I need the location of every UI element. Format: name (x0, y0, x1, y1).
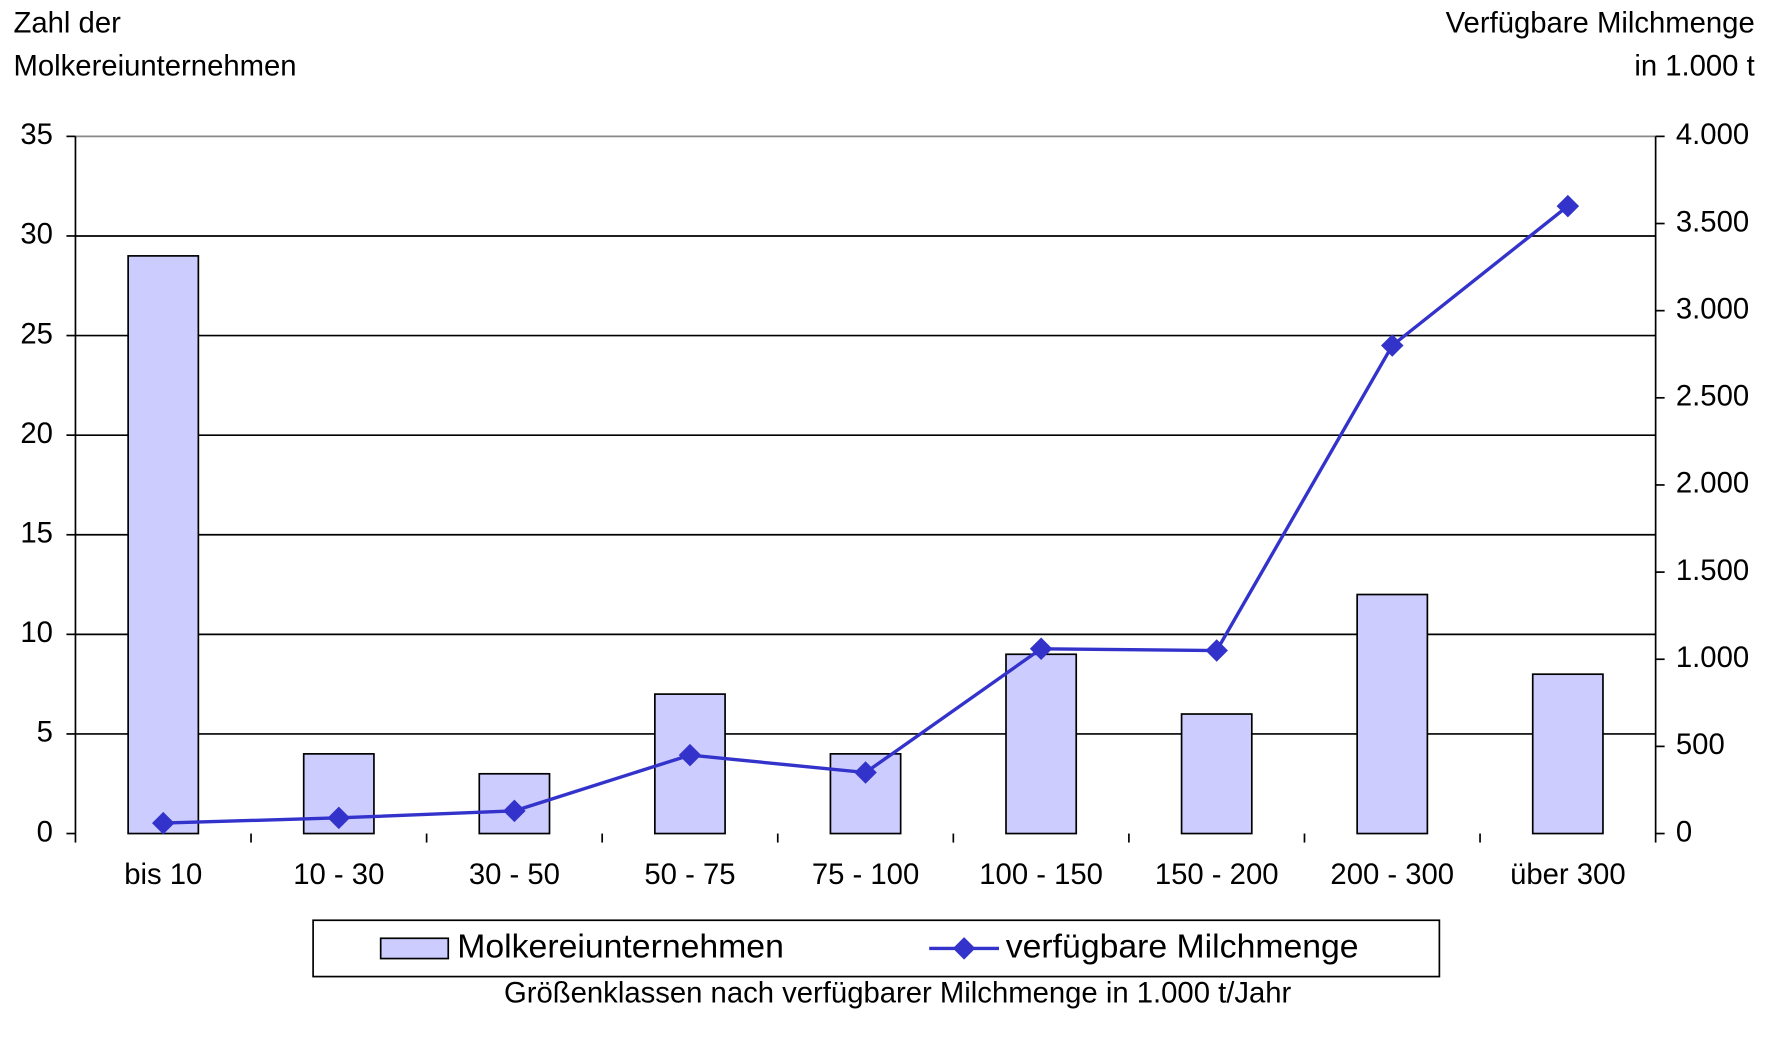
y-tick-label: 10 (20, 616, 53, 649)
bar (1531, 673, 1604, 835)
x-tick-label: 200 - 300 (1330, 858, 1454, 891)
y2-tick-label: 2.000 (1676, 467, 1749, 500)
x-tick-label: 10 - 30 (293, 858, 384, 891)
x-tick-label: 30 - 50 (469, 858, 560, 891)
legend-label: Molkereiunternehmen (457, 927, 784, 965)
bar (1180, 713, 1253, 835)
bar (1005, 653, 1078, 835)
bar (1356, 593, 1429, 835)
x-tick-label: 75 - 100 (812, 858, 919, 891)
x-tick-label: 100 - 150 (979, 858, 1103, 891)
y2-tick-label: 3.000 (1676, 292, 1749, 325)
y2-tick-label: 0 (1676, 815, 1692, 848)
y2-tick-label: 1.500 (1676, 554, 1749, 587)
marker (1205, 639, 1228, 662)
y-tick-label: 5 (37, 716, 53, 749)
y-tick-label: 20 (20, 417, 53, 450)
y2-axis-title: Verfügbare Milchmenge (1446, 7, 1755, 40)
legend-box (312, 919, 1441, 978)
y-axis-title: Molkereiunternehmen (14, 49, 297, 82)
x-tick-label: über 300 (1510, 858, 1626, 891)
y2-tick-label: 4.000 (1676, 118, 1749, 151)
legend-swatch (379, 937, 450, 960)
y2-tick-label: 2.500 (1676, 380, 1749, 413)
y-tick-label: 35 (20, 118, 53, 151)
bar (127, 255, 200, 835)
x-tick-label: 50 - 75 (644, 858, 735, 891)
y-tick-label: 25 (20, 317, 53, 350)
marker (1381, 334, 1404, 357)
marker (1556, 194, 1580, 218)
y2-tick-label: 3.500 (1676, 205, 1749, 238)
legend-label: verfügbare Milchmenge (1006, 927, 1359, 965)
y-axis-title: Zahl der (14, 7, 122, 40)
x-axis-title: Größenklassen nach verfügbarer Milchmeng… (504, 976, 1292, 1009)
y-tick-label: 0 (37, 815, 53, 848)
x-tick-label: 150 - 200 (1155, 858, 1279, 891)
y2-tick-label: 500 (1676, 728, 1725, 761)
y-tick-label: 30 (20, 218, 53, 251)
y-tick-label: 15 (20, 516, 53, 549)
x-tick-label: bis 10 (124, 858, 202, 891)
y2-tick-label: 1.000 (1676, 641, 1749, 674)
y2-axis-title: in 1.000 t (1634, 49, 1754, 82)
